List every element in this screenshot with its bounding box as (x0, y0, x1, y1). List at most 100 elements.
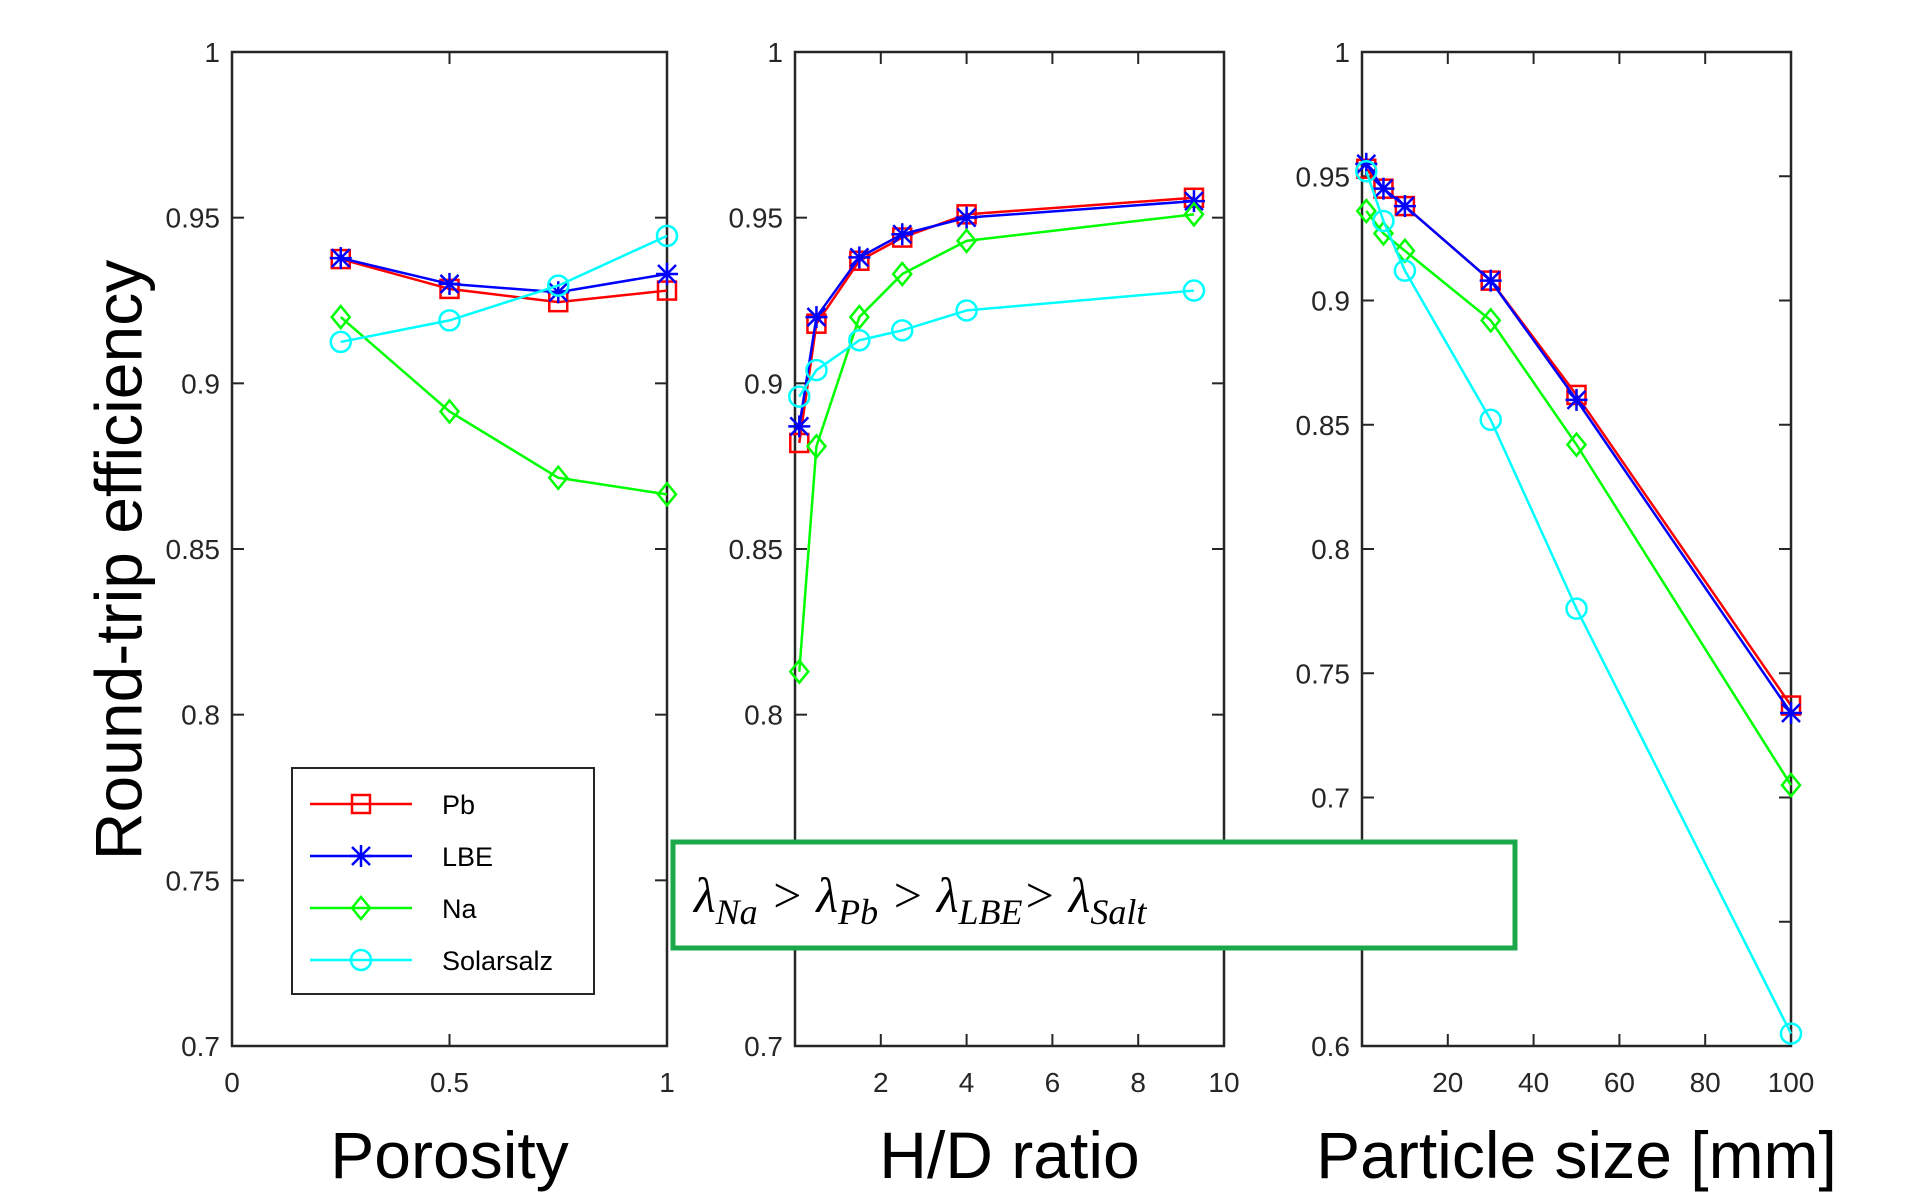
data-point (891, 261, 913, 287)
y-tick-label: 0.95 (166, 203, 221, 234)
y-tick-label: 0.7 (181, 1031, 220, 1062)
annotation-operator: > (1023, 867, 1069, 923)
y-tick-label: 0.75 (166, 865, 221, 896)
series-na (330, 304, 678, 508)
data-point (438, 398, 461, 425)
data-point (656, 262, 678, 285)
data-point (1479, 408, 1502, 432)
y-tick-label: 0.9 (1311, 286, 1350, 317)
x-tick-label: 100 (1768, 1067, 1815, 1098)
series-line (798, 289, 1195, 398)
x-axis-label: H/D ratio (879, 1118, 1139, 1192)
y-tick-label: 0.85 (1296, 410, 1351, 441)
y-tick-label: 0.8 (1311, 534, 1350, 565)
y-tick-label: 0.9 (744, 368, 783, 399)
series-na (788, 201, 1205, 685)
series-solarsalz (1355, 160, 1803, 1045)
y-tick-label: 1 (767, 37, 783, 68)
y-tick-label: 0.6 (1311, 1031, 1350, 1062)
x-tick-label: 40 (1518, 1067, 1549, 1098)
series-lbe (1355, 152, 1802, 725)
x-tick-label: 80 (1690, 1067, 1721, 1098)
annotation-operator: > (878, 867, 937, 923)
annotation-operator: > (758, 867, 817, 923)
y-tick-label: 0.9 (181, 368, 220, 399)
legend-label: Solarsalz (442, 946, 553, 976)
data-point (1372, 177, 1395, 200)
data-point (788, 415, 811, 438)
data-point (329, 247, 352, 270)
series-line (1365, 170, 1793, 1035)
x-tick-label: 0 (224, 1067, 240, 1098)
y-tick-label: 1 (1334, 37, 1350, 68)
chart-panel-3: 0.6 0.7 0.75 0.8 0.85 0.9 0.95 1 20 40 60 80 100 Part… (1296, 37, 1837, 1192)
series-line (1365, 163, 1793, 714)
x-tick-label: 4 (959, 1067, 975, 1098)
data-point (655, 224, 679, 248)
x-tick-label: 20 (1432, 1067, 1463, 1098)
y-tick-label: 1 (204, 37, 220, 68)
data-point (891, 319, 914, 342)
data-point (848, 304, 870, 331)
series-solarsalz (329, 224, 679, 354)
data-point (1565, 597, 1588, 620)
data-point (955, 227, 978, 254)
series-line (339, 316, 668, 496)
series-solarsalz (788, 279, 1206, 408)
series-line (340, 234, 668, 344)
data-point (1479, 269, 1502, 292)
legend-entry: Solarsalz (310, 946, 553, 976)
data-point (1355, 198, 1377, 225)
annotation-subscript: Na (715, 892, 758, 932)
legend-entry: Na (310, 894, 477, 924)
x-axis-label: Porosity (330, 1118, 568, 1192)
series-line (798, 196, 1195, 444)
data-point (805, 306, 828, 329)
data-point (1780, 702, 1802, 725)
data-point (955, 299, 978, 322)
series-line (340, 256, 668, 294)
data-point (1480, 307, 1502, 334)
annotation: λNa > λPb > λLBE> λSalt (670, 839, 1518, 951)
data-point (891, 223, 914, 246)
data-point (329, 330, 352, 354)
legend-entry: LBE (310, 842, 493, 872)
legend: Pb LBE Na Solarsalz (291, 767, 595, 995)
annotation-symbol: λ (935, 867, 959, 923)
annotation-subscript: Salt (1090, 892, 1147, 932)
x-tick-label: 10 (1208, 1067, 1239, 1098)
data-point (1182, 279, 1206, 302)
series-line (340, 257, 668, 304)
x-tick-label: 1 (659, 1067, 675, 1098)
x-tick-label: 2 (873, 1067, 889, 1098)
y-tick-label: 0.7 (1311, 783, 1350, 814)
data-point (1565, 388, 1588, 411)
data-point (547, 274, 570, 297)
annotation-subscript: LBE (957, 892, 1022, 932)
x-tick-label: 60 (1604, 1067, 1635, 1098)
legend-marker (350, 793, 372, 815)
x-tick-label: 6 (1045, 1067, 1061, 1098)
annotation-box (670, 839, 1518, 951)
data-point (848, 329, 871, 352)
annotation-text: λNa > λPb > λLBE> λSalt (692, 867, 1147, 932)
data-point (1182, 190, 1205, 213)
legend-label: LBE (442, 842, 493, 872)
x-axis-label: Particle size [mm] (1316, 1118, 1837, 1192)
legend-marker (350, 895, 372, 921)
data-point (805, 433, 828, 460)
data-point (656, 481, 678, 508)
legend-label: Na (442, 894, 477, 924)
y-tick-label: 0.8 (181, 700, 220, 731)
data-point (1780, 772, 1802, 799)
series-line (1365, 210, 1793, 786)
y-tick-label: 0.85 (166, 534, 221, 565)
x-tick-label: 8 (1130, 1067, 1146, 1098)
y-tick-label: 0.7 (744, 1031, 783, 1062)
data-point (788, 658, 810, 685)
y-tick-label: 0.95 (1296, 161, 1351, 192)
data-point (1372, 209, 1395, 233)
y-axis-label: Round-trip efficiency (81, 260, 155, 860)
